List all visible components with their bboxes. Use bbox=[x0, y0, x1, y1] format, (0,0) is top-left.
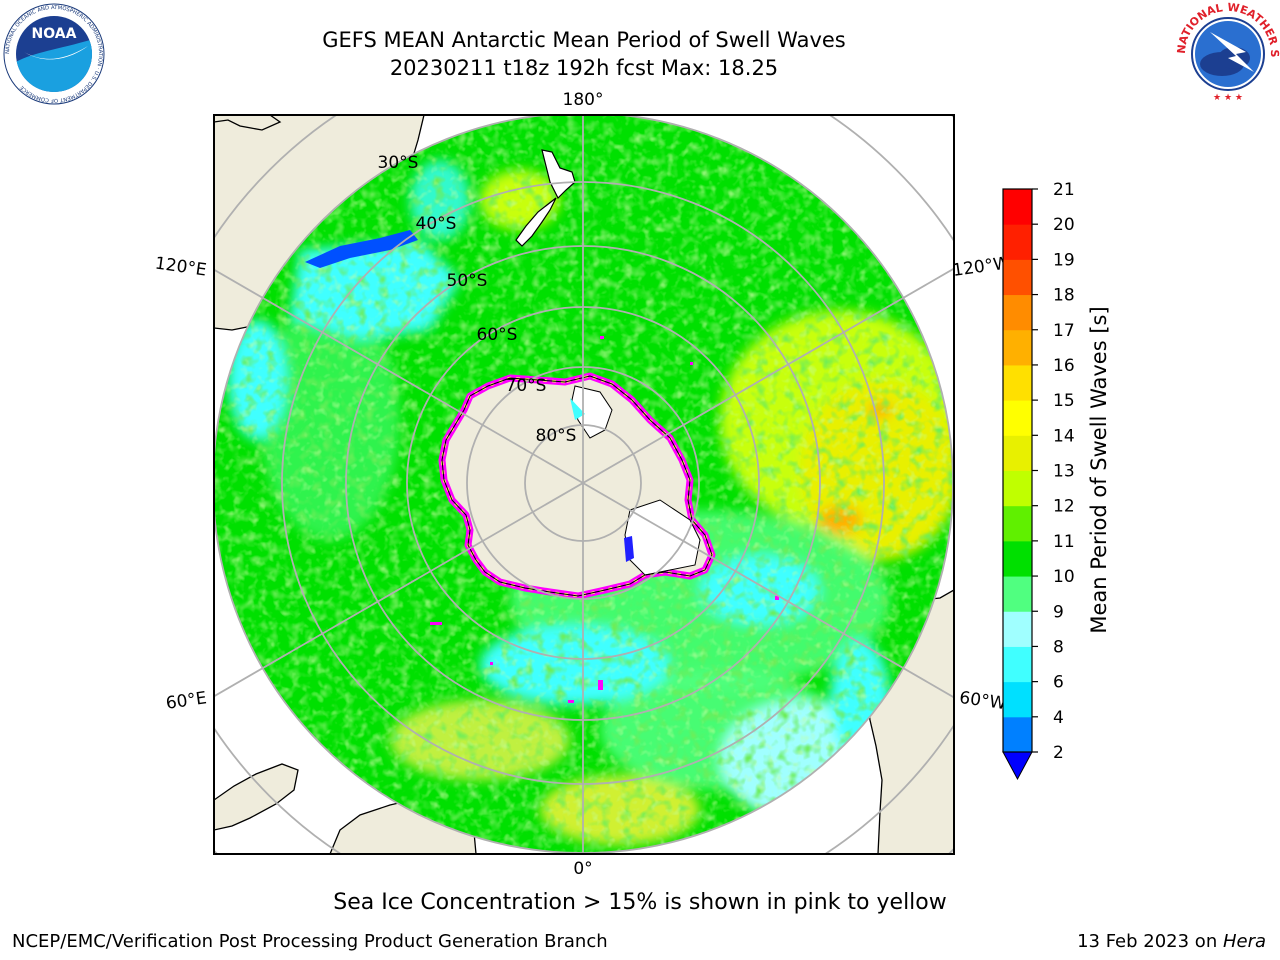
colorbar-band bbox=[1003, 646, 1032, 683]
colorbar-band bbox=[1003, 294, 1032, 331]
lat-label-70s: 70°S bbox=[506, 376, 547, 396]
colorbar-tick-label: 18 bbox=[1053, 286, 1075, 306]
colorbar-tick-label: 8 bbox=[1053, 637, 1064, 657]
colorbar-band bbox=[1003, 540, 1032, 577]
colorbar-band bbox=[1003, 576, 1032, 612]
colorbar-bands bbox=[1003, 189, 1032, 753]
colorbar-band bbox=[1003, 224, 1032, 260]
svg-text:★ ★ ★: ★ ★ ★ bbox=[1213, 93, 1243, 103]
footer-machine: Hera bbox=[1222, 931, 1266, 952]
colorbar-tick-label: 21 bbox=[1053, 180, 1075, 200]
map-title: GEFS MEAN Antarctic Mean Period of Swell… bbox=[322, 28, 846, 52]
map-subtitle: 20230211 t18z 192h fcst Max: 18.25 bbox=[389, 56, 779, 80]
colorbar-band bbox=[1003, 364, 1032, 401]
lon-label-0: 0° bbox=[573, 859, 592, 879]
footer-credit: NCEP/EMC/Verification Post Processing Pr… bbox=[12, 931, 608, 952]
colorbar-band bbox=[1003, 505, 1032, 542]
colorbar-band bbox=[1003, 329, 1032, 366]
colorbar-tick-label: 14 bbox=[1053, 426, 1075, 446]
colorbar-band bbox=[1003, 435, 1032, 471]
colorbar-tick-label: 13 bbox=[1053, 462, 1075, 482]
colorbar-label: Mean Period of Swell Waves [s] bbox=[1087, 306, 1111, 633]
colorbar-band bbox=[1003, 189, 1032, 225]
colorbar-tick-label: 19 bbox=[1053, 250, 1075, 270]
lat-label-30s: 30°S bbox=[378, 153, 419, 173]
lat-label-50s: 50°S bbox=[447, 271, 488, 291]
colorbar-band bbox=[1003, 470, 1032, 507]
colorbar-tick-label: 12 bbox=[1053, 497, 1075, 517]
footer-date: 13 Feb 2023 on Hera bbox=[1077, 931, 1266, 952]
colorbar-band bbox=[1003, 681, 1032, 718]
colorbar-tick-label: 10 bbox=[1053, 567, 1075, 587]
map-frame bbox=[213, 114, 955, 855]
lat-label-80s: 80°S bbox=[536, 426, 577, 446]
colorbar-tick-label: 9 bbox=[1053, 602, 1064, 622]
colorbar-tick-label: 20 bbox=[1053, 215, 1075, 235]
colorbar-band bbox=[1003, 716, 1032, 753]
footer-date-text: 13 Feb 2023 on bbox=[1077, 931, 1223, 952]
new-zealand bbox=[515, 149, 576, 247]
colorbar-tick-label: 4 bbox=[1053, 708, 1064, 728]
colorbar-tick-label: 15 bbox=[1053, 391, 1075, 411]
colorbar-tick-label: 17 bbox=[1053, 321, 1075, 341]
colorbar-band bbox=[1003, 611, 1032, 647]
colorbar-tick-label: 6 bbox=[1053, 673, 1064, 693]
colorbar-ticks: 2 4 6 8 9 10 11 12 13 14 15 16 17 18 19 20 21 bbox=[1032, 180, 1075, 763]
colorbar-tick-label: 2 bbox=[1053, 743, 1064, 763]
sea-ice-note: Sea Ice Concentration > 15% is shown in … bbox=[333, 890, 947, 915]
lat-label-60s: 60°S bbox=[477, 325, 518, 345]
colorbar-band bbox=[1003, 400, 1032, 436]
lat-label-40s: 40°S bbox=[416, 214, 457, 234]
nws-logo: NATIONAL WEATHER SERVICE ★ ★ ★ bbox=[1176, 2, 1280, 103]
colorbar-tick-label: 16 bbox=[1053, 356, 1075, 376]
svg-text:NOAA: NOAA bbox=[32, 26, 77, 42]
lon-label-180: 180° bbox=[563, 90, 604, 110]
colorbar-extend-arrow bbox=[1002, 751, 1033, 781]
colorbar-tick-label: 11 bbox=[1053, 532, 1075, 552]
colorbar-band bbox=[1003, 259, 1032, 296]
noaa-logo: NOAA NATIONAL OCEANIC AND ATMOSPHERIC AD… bbox=[3, 3, 105, 105]
